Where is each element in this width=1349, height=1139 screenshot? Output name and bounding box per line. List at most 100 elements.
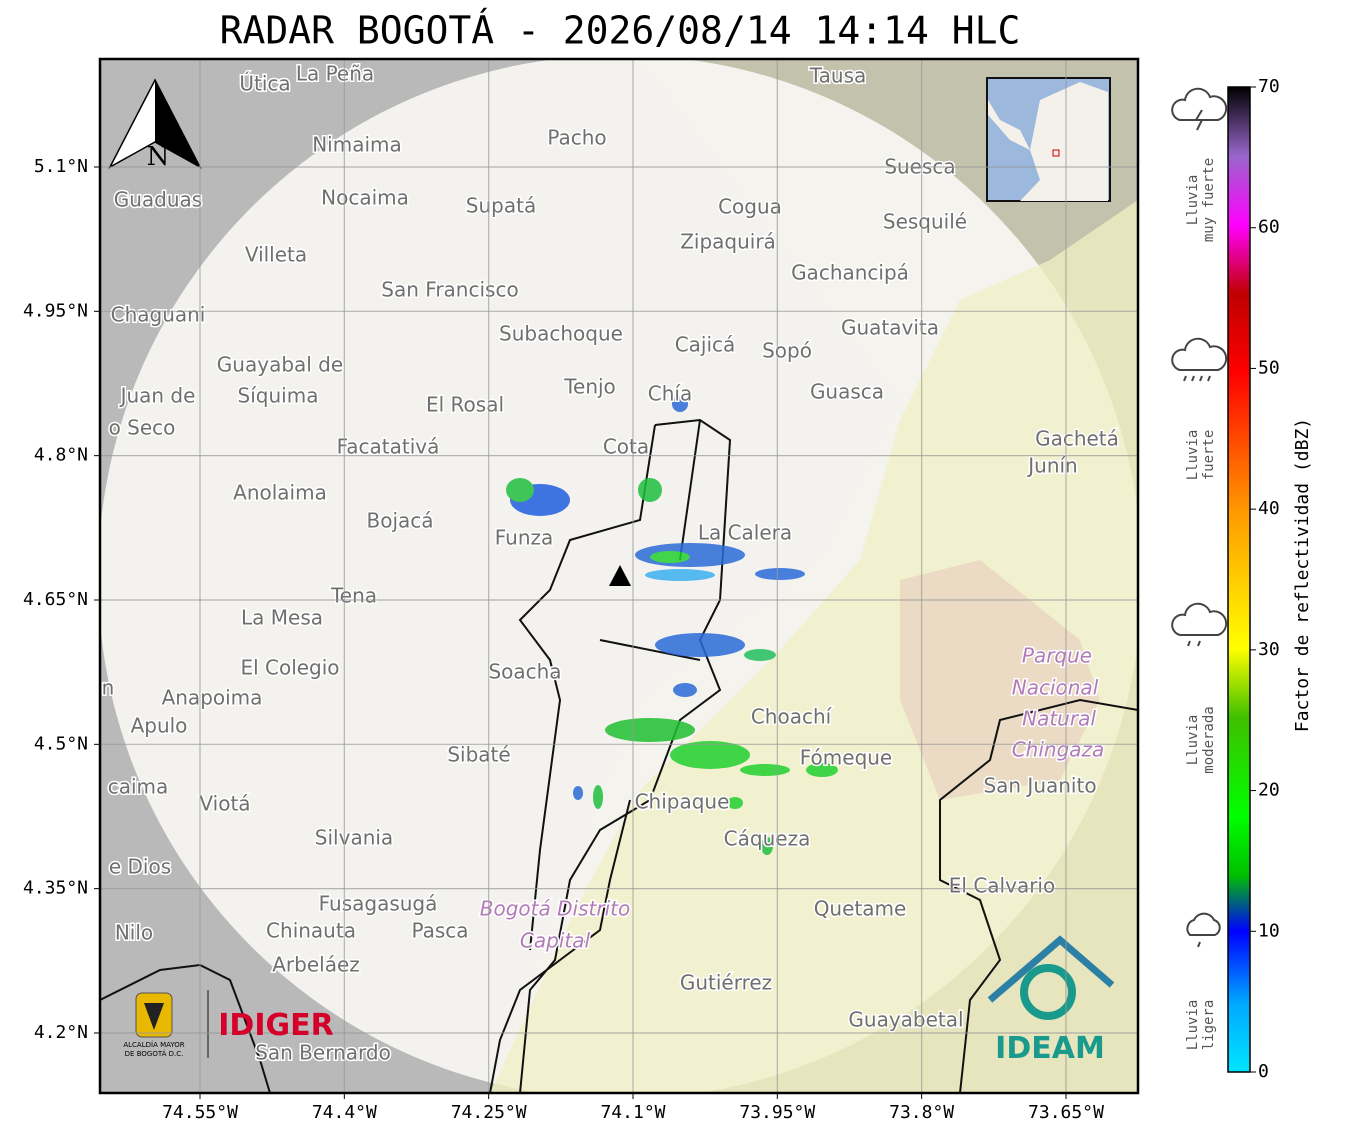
place-name: Fómeque: [800, 746, 893, 770]
place-name: Guasca: [810, 380, 884, 404]
place-name: El Calvario: [949, 874, 1055, 898]
place-name: La Peña: [296, 62, 374, 86]
place-name: Cajicá: [675, 333, 736, 357]
rain-level-label: Lluvia: [1185, 1000, 1201, 1051]
park-name: Parque: [1022, 644, 1092, 668]
colorbar: [1227, 86, 1251, 1073]
colorbar-tick-label: 70: [1258, 76, 1280, 97]
place-name: Fusagasugá: [319, 892, 438, 916]
rain-level-label: Lluvia: [1185, 430, 1201, 481]
place-name: Facatativá: [337, 435, 440, 459]
place-name: Chipaque: [635, 790, 730, 814]
place-name: Chinauta: [266, 919, 356, 943]
rain-level-label: Lluvia: [1185, 715, 1201, 766]
place-name: o Seco: [109, 416, 176, 440]
lat-tick-label: 5.1°N: [34, 156, 88, 177]
lon-tick-label: 74.55°W: [162, 1102, 238, 1123]
place-name: La Calera: [698, 521, 792, 545]
park-name: Chingaza: [1012, 738, 1105, 762]
place-name: e Dios: [109, 855, 171, 879]
rain-level-label: muy fuerte: [1201, 158, 1217, 242]
place-name: Silvania: [315, 826, 393, 850]
place-name: Arbeláez: [272, 953, 360, 977]
place-name: San Bernardo: [255, 1041, 391, 1065]
place-name: Gachetá: [1035, 427, 1119, 451]
place-name: Zipaquirá: [680, 230, 776, 254]
place-name: Útica: [239, 72, 290, 96]
radar-site: [609, 565, 631, 586]
lat-tick-label: 4.5°N: [34, 733, 88, 754]
place-name: Subachoque: [499, 322, 623, 346]
place-name: n: [102, 676, 115, 700]
place-name: Apulo: [131, 714, 188, 738]
lon-tick-label: 73.95°W: [739, 1102, 815, 1123]
place-name: Nimaima: [312, 133, 402, 157]
place-name: Choachí: [751, 705, 833, 729]
place-name: Nilo: [115, 921, 153, 945]
rain-level-label: ligera: [1201, 1000, 1217, 1051]
park-name: Capital: [520, 929, 591, 953]
lon-tick-label: 74.1°W: [600, 1102, 665, 1123]
place-name: Villeta: [245, 243, 307, 267]
place-name: Sesquilé: [883, 210, 967, 234]
lon-tick-label: 74.4°W: [312, 1102, 377, 1123]
place-name: Cáqueza: [724, 827, 811, 851]
place-name: Guayabetal: [848, 1008, 963, 1032]
place-name: Funza: [495, 526, 554, 550]
place-name: Viotá: [199, 792, 250, 816]
place-name: caima: [108, 775, 169, 799]
colorbar-tick-label: 0: [1258, 1061, 1269, 1082]
colorbar-tick-label: 50: [1258, 357, 1280, 378]
logo-ideam: IDEAM: [995, 1031, 1105, 1066]
place-name: Supatá: [466, 194, 536, 218]
north-label: N: [147, 142, 170, 172]
place-name: Sibaté: [447, 743, 510, 767]
lat-tick-label: 4.95°N: [23, 300, 88, 321]
lon-tick-label: 73.8°W: [889, 1102, 954, 1123]
place-name: Gachancipá: [791, 261, 909, 285]
place-name: Tenjo: [563, 375, 616, 399]
rain-level-label: Lluvia: [1185, 175, 1201, 226]
place-name: Cota: [603, 435, 649, 459]
lon-tick-label: 74.25°W: [451, 1102, 527, 1123]
lat-tick-label: 4.2°N: [34, 1022, 88, 1043]
place-name: Gutiérrez: [680, 971, 772, 995]
park-name: Nacional: [1012, 676, 1099, 700]
park-name: Natural: [1022, 707, 1096, 731]
place-name: Anapoima: [162, 686, 263, 710]
map-frame: [98, 57, 1140, 1095]
place-name: Guayabal de: [217, 353, 343, 377]
place-name: Guatavita: [841, 316, 939, 340]
place-name: Anolaima: [233, 481, 327, 505]
rain-level-label: fuerte: [1201, 430, 1217, 481]
place-name: Chía: [648, 382, 692, 406]
logo-idiger: IDIGER: [218, 1008, 333, 1043]
map: Útica La Peña Tausa Pacho Nimaima Guaduas Noca…: [100, 59, 1138, 1093]
colorbar-tick-label: 20: [1258, 780, 1280, 801]
place-name: Soacha: [488, 660, 561, 684]
lat-tick-label: 4.8°N: [34, 445, 88, 466]
place-name: Chaguani: [111, 303, 206, 327]
place-name: La Mesa: [241, 606, 323, 630]
colorbar-label: Factor de reflectividad (dBZ): [1292, 418, 1313, 732]
colorbar-tick-label: 30: [1258, 639, 1280, 660]
title: RADAR BOGOTÁ - 2026/08/14 14:14 HLC: [220, 9, 1021, 53]
place-name: Junín: [1026, 454, 1077, 478]
place-name: San Francisco: [381, 278, 518, 302]
place-name: Nocaima: [321, 186, 409, 210]
place-name: Sopó: [762, 339, 812, 363]
lat-tick-label: 4.35°N: [23, 878, 88, 899]
place-name: San Juanito: [983, 774, 1096, 798]
place-name: Síquima: [238, 384, 319, 408]
place-name: El Colegio: [240, 656, 339, 680]
logo-text: ALCALDÍA MAYOR: [123, 1040, 184, 1049]
colorbar-tick-label: 10: [1258, 920, 1280, 941]
place-name: Pasca: [411, 919, 468, 943]
logo-text: DE BOGOTÁ D.C.: [125, 1049, 184, 1058]
place-name: Juan de: [119, 384, 196, 408]
colorbar-tick-label: 40: [1258, 498, 1280, 519]
place-name: Cogua: [718, 195, 782, 219]
lat-tick-label: 4.65°N: [23, 589, 88, 610]
place-name: Bojacá: [366, 509, 433, 533]
